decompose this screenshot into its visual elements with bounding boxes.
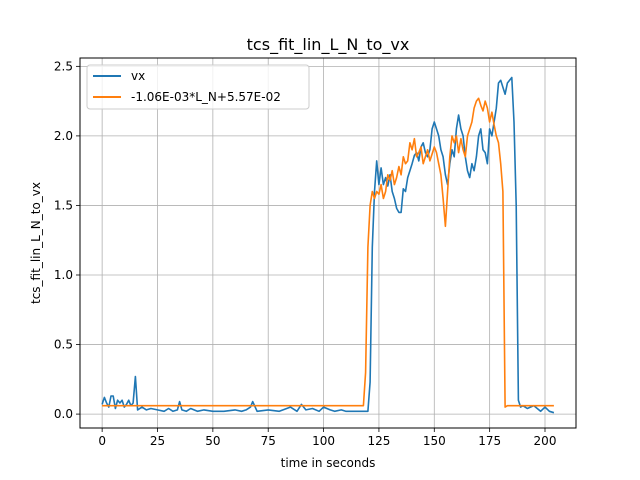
x-tick-label: 125 [367,434,390,448]
y-tick-label: 0.5 [54,338,73,352]
x-tick-label: 0 [98,434,106,448]
legend-label-vx: vx [131,69,145,83]
y-axis-ticks: 0.0 0.5 1.0 1.5 2.0 2.5 [54,59,80,421]
y-tick-label: 0.0 [54,407,73,421]
series-line-0 [101,76,555,414]
y-axis-label: tcs_fit_lin_L_N_to_vx [29,182,43,304]
axes-frame [79,57,577,429]
y-tick-label: 1.0 [54,268,73,282]
x-tick-label: 50 [205,434,220,448]
y-tick-label: 2.5 [54,59,73,73]
y-tick-label: 2.0 [54,129,73,143]
x-axis-ticks: 0 25 50 75 100 125 150 175 200 [98,428,556,448]
chart-title: tcs_fit_lin_L_N_to_vx [247,35,410,55]
y-tick-label: 1.5 [54,198,73,212]
x-tick-label: 25 [150,434,165,448]
series-line-1 [102,97,554,408]
x-tick-label: 75 [261,434,276,448]
x-axis-label: time in seconds [281,456,376,470]
plot-series [101,76,555,414]
x-tick-label: 100 [312,434,335,448]
x-tick-label: 150 [423,434,446,448]
legend-label-fit: -1.06E-03*L_N+5.57E-02 [131,90,281,104]
x-tick-label: 200 [534,434,557,448]
legend: vx -1.06E-03*L_N+5.57E-02 [86,64,310,110]
x-tick-label: 175 [478,434,501,448]
legend-box [86,64,310,110]
